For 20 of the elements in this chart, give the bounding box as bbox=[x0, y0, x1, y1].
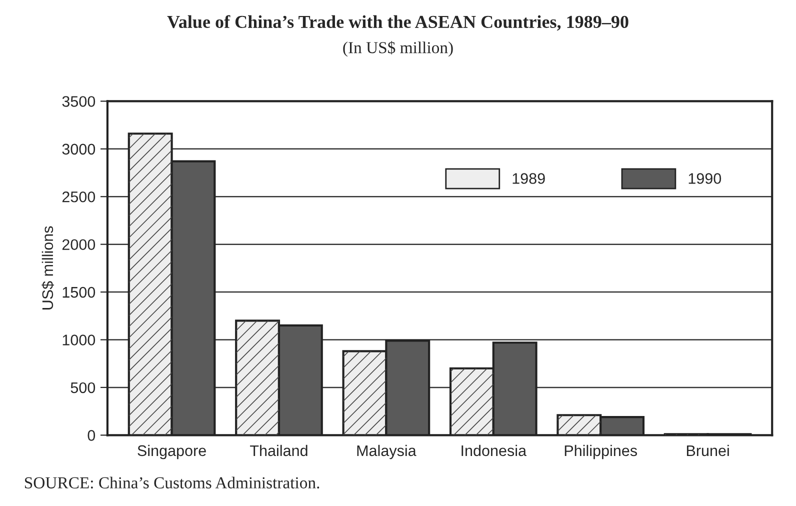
y-tick-label: 1500 bbox=[62, 286, 96, 298]
x-tick-label: Malaysia bbox=[357, 444, 416, 460]
source-note: SOURCE: China’s Customs Administration. bbox=[24, 476, 320, 489]
legend-label: 1990 bbox=[688, 173, 722, 184]
y-tick-label: 2000 bbox=[62, 239, 96, 250]
x-tick-label: Singapore bbox=[138, 444, 206, 460]
x-tick-label: Philippines bbox=[564, 444, 637, 460]
y-tick-label: 3500 bbox=[62, 96, 96, 107]
y-tick-label: 1000 bbox=[62, 334, 96, 346]
chart-subtitle: (In US$ million) bbox=[343, 41, 453, 57]
y-tick-label: 2500 bbox=[62, 191, 96, 202]
y-axis-title: US$ millions bbox=[42, 226, 54, 310]
x-tick-label: Indonesia bbox=[462, 444, 527, 456]
x-tick-label: Brunei bbox=[686, 444, 729, 456]
y-tick-label: 0 bbox=[88, 430, 96, 441]
y-tick-label: 3000 bbox=[62, 144, 96, 155]
x-tick-label: Thailand bbox=[250, 444, 308, 456]
chart-title: Value of China’s Trade with the ASEAN Countries, 1989–90 bbox=[167, 15, 628, 31]
y-tick-label: 500 bbox=[70, 382, 96, 394]
legend-label: 1989 bbox=[512, 173, 545, 184]
